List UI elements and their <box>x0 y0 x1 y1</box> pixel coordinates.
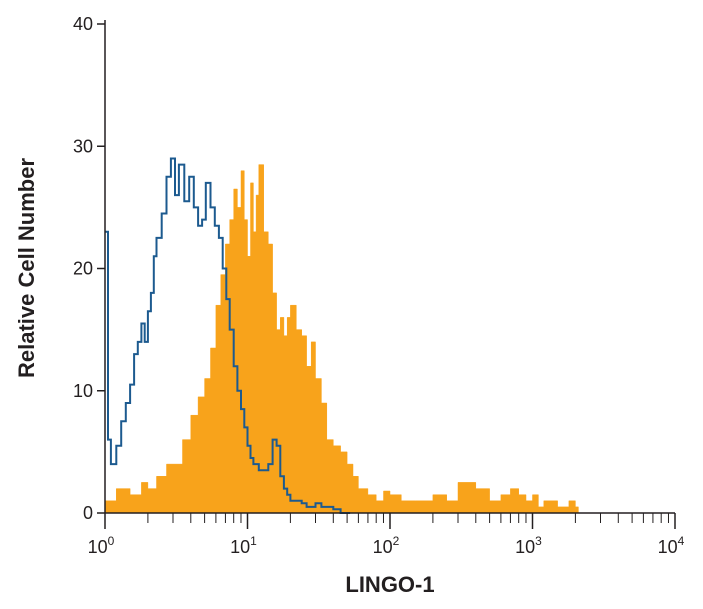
y-axis: 0 10 20 30 40 <box>73 14 106 523</box>
series-0-filled-histogram <box>104 164 579 514</box>
plot-area <box>104 157 579 514</box>
x-axis: 100 101 102 103 104 <box>88 512 685 557</box>
y-tick-label: 40 <box>73 14 93 34</box>
series-1-outline-histogram <box>105 157 351 514</box>
x-axis-title: LINGO-1 <box>345 572 434 597</box>
y-tick-label: 20 <box>73 259 93 279</box>
x-tick-label: 103 <box>515 534 542 557</box>
x-tick-label: 101 <box>230 534 257 557</box>
y-axis-title: Relative Cell Number <box>14 158 39 379</box>
x-tick-label: 102 <box>373 534 400 557</box>
x-tick-label: 100 <box>88 534 115 557</box>
x-tick-label: 104 <box>658 534 685 557</box>
y-tick-label: 10 <box>73 381 93 401</box>
y-tick-label: 30 <box>73 136 93 156</box>
y-tick-label: 0 <box>83 503 93 523</box>
